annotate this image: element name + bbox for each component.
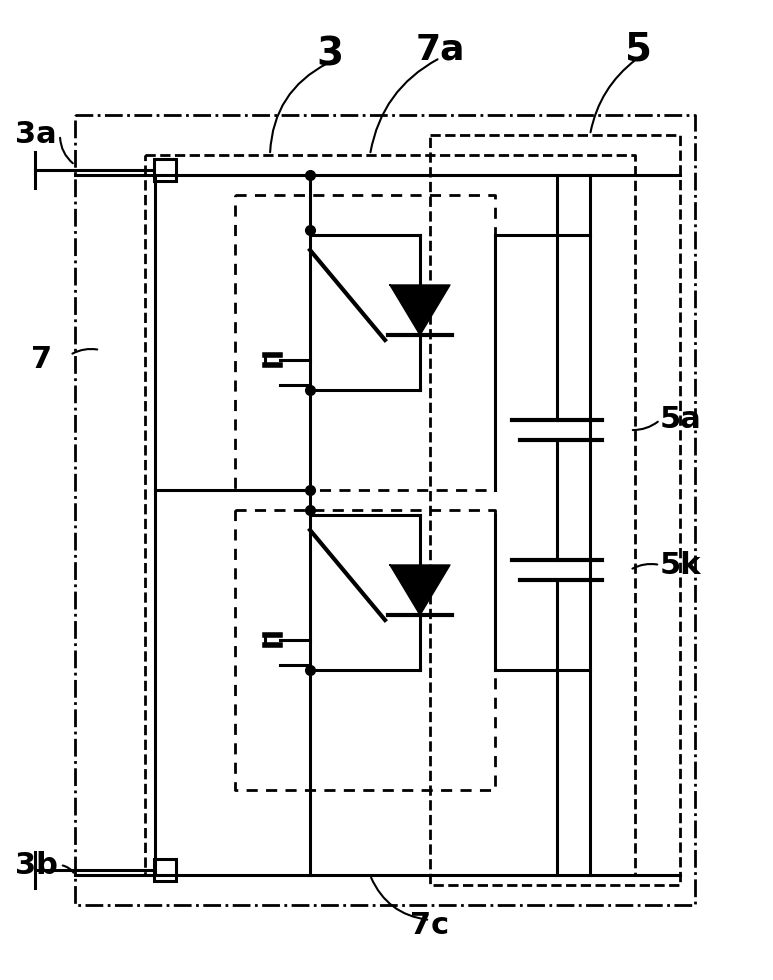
Text: 5: 5 bbox=[625, 31, 652, 69]
Text: 3b: 3b bbox=[15, 851, 58, 879]
Text: 3a: 3a bbox=[15, 121, 56, 150]
Bar bbox=[154, 859, 176, 881]
Text: 7: 7 bbox=[32, 346, 53, 374]
Polygon shape bbox=[390, 565, 450, 615]
Text: 3: 3 bbox=[316, 36, 343, 74]
Text: 7a: 7a bbox=[415, 33, 465, 67]
Bar bbox=[154, 159, 176, 181]
Text: 5a: 5a bbox=[660, 406, 702, 434]
Polygon shape bbox=[390, 285, 450, 335]
Text: 7c: 7c bbox=[410, 910, 450, 940]
Text: 5k: 5k bbox=[660, 551, 702, 579]
